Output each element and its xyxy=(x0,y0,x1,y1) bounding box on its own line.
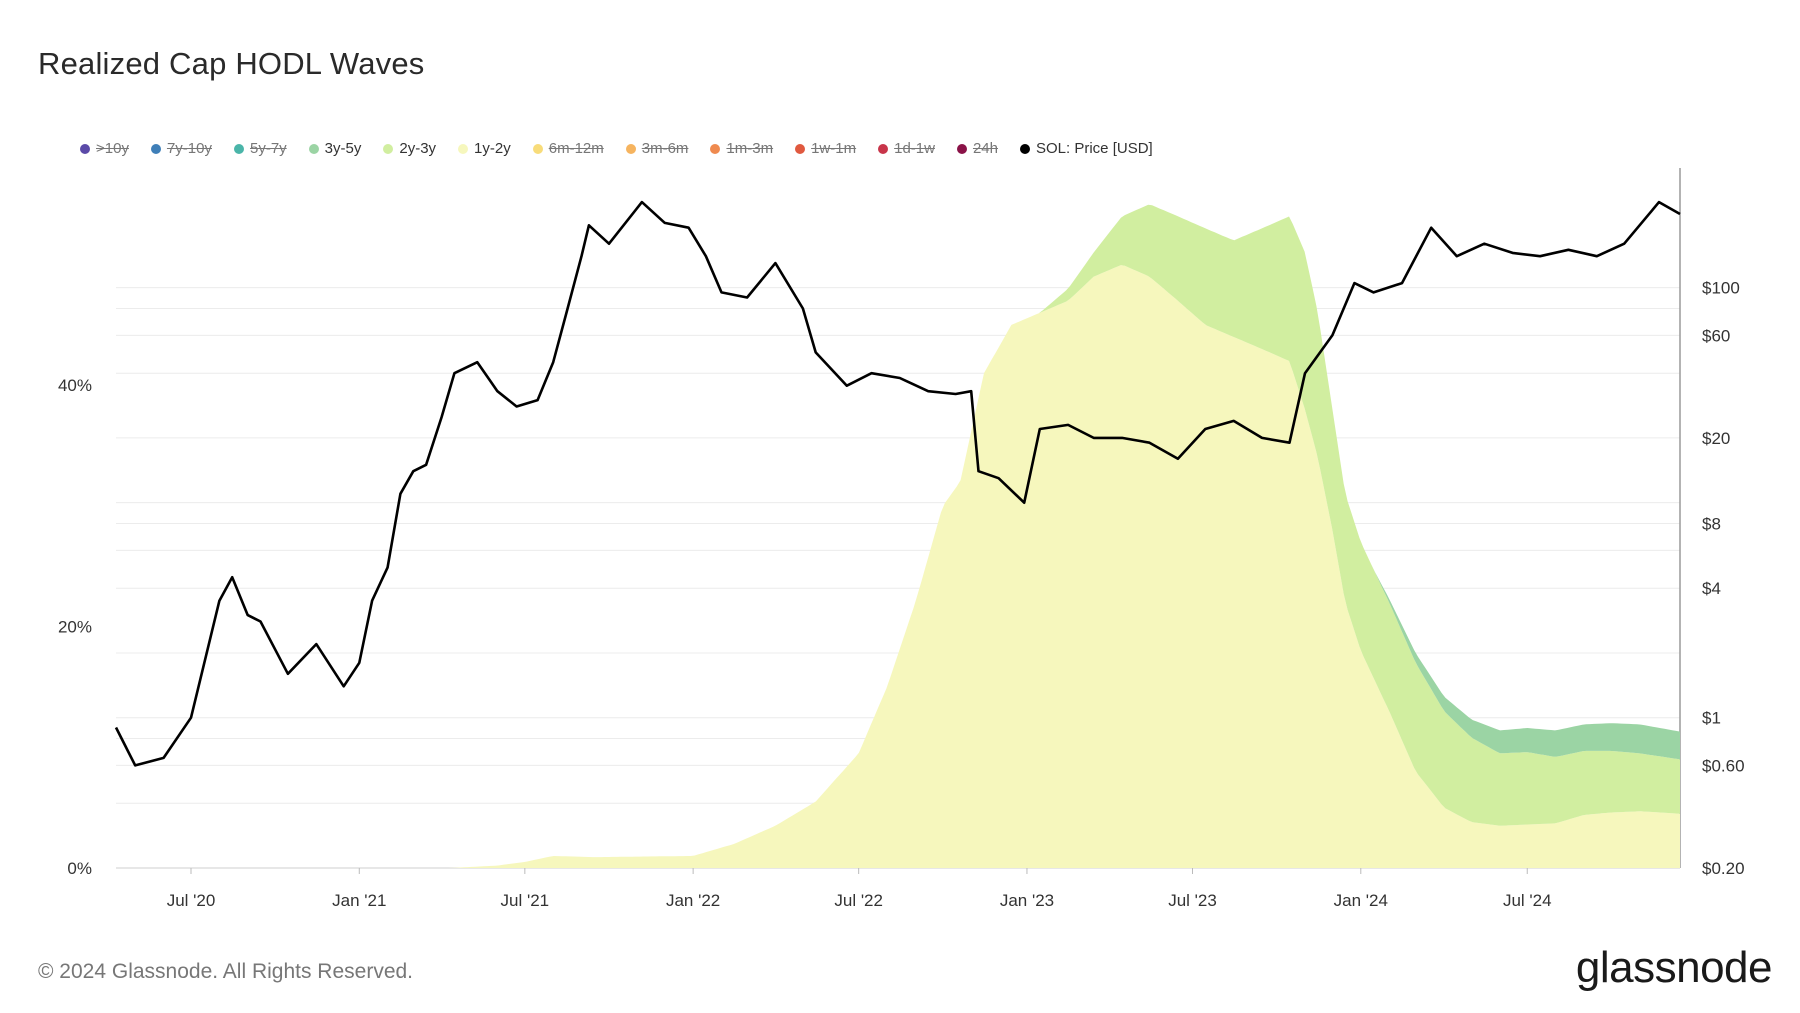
legend-dot-icon xyxy=(878,143,889,154)
legend-item[interactable]: 2y-3y xyxy=(383,140,436,157)
y-left-tick-label: 40% xyxy=(58,376,92,395)
x-tick-label: Jul '22 xyxy=(834,891,883,910)
x-tick-label: Jan '23 xyxy=(1000,891,1054,910)
y-right-tick-label: $20 xyxy=(1702,429,1730,448)
legend-dot-icon xyxy=(1020,143,1030,154)
y-right-tick-label: $4 xyxy=(1702,579,1721,598)
legend-label: 1w-1m xyxy=(811,140,857,157)
legend-label: SOL: Price [USD] xyxy=(1036,140,1153,157)
legend-item[interactable]: 7y-10y xyxy=(150,140,212,157)
y-right-tick-label: $100 xyxy=(1702,279,1740,298)
legend-dot-icon xyxy=(383,143,394,154)
legend-dot-icon xyxy=(795,143,806,154)
legend-item[interactable]: 24h xyxy=(956,140,998,157)
legend-dot-icon xyxy=(532,143,543,154)
y-right-tick-label: $0.20 xyxy=(1702,859,1745,878)
y-right-tick-label: $8 xyxy=(1702,514,1721,533)
copyright-footer: © 2024 Glassnode. All Rights Reserved. xyxy=(38,960,414,983)
legend-label: >10y xyxy=(96,140,129,157)
area-1y-2y xyxy=(116,265,1680,869)
legend-label: 5y-7y xyxy=(249,140,287,157)
legend-dot-icon xyxy=(625,143,636,154)
legend-dot-icon xyxy=(458,143,469,154)
area-2y-3y xyxy=(116,204,1680,869)
x-tick-label: Jul '24 xyxy=(1503,891,1552,910)
legend-dot-icon xyxy=(233,143,244,154)
y-left-tick-label: 20% xyxy=(58,618,92,637)
legend-label: 2y-3y xyxy=(399,140,437,157)
legend-label: 24h xyxy=(972,140,998,157)
price-line xyxy=(114,200,1681,767)
chart-title: Realized Cap HODL Waves xyxy=(38,46,425,81)
legend-dot-icon xyxy=(710,143,721,154)
legend-item[interactable]: SOL: Price [USD] xyxy=(1020,140,1153,157)
x-tick-label: Jul '20 xyxy=(167,891,216,910)
legend-dot-icon xyxy=(150,143,161,154)
x-tick-label: Jan '21 xyxy=(332,891,386,910)
y-right-tick-label: $1 xyxy=(1702,709,1721,728)
legend-label: 1y-2y xyxy=(474,140,511,157)
legend: >10y 7y-10y 5y-7y 3y-5y 2y-3y 1y-2y 6m-12m 3m-6… xyxy=(80,140,1175,157)
legend-dot-icon xyxy=(308,143,319,154)
legend-item[interactable]: >10y xyxy=(80,140,129,157)
glassnode-logo[interactable]: glassnode xyxy=(1575,943,1773,992)
legend-item[interactable]: 1w-1m xyxy=(795,140,856,157)
legend-label: 7y-10y xyxy=(166,140,212,157)
legend-label: 1d-1w xyxy=(894,140,935,157)
legend-label: 6m-12m xyxy=(548,140,604,157)
legend-label: 1m-3m xyxy=(726,140,774,157)
legend-item[interactable]: 5y-7y xyxy=(233,140,287,157)
legend-label: 3y-5y xyxy=(324,140,362,157)
legend-item[interactable]: 1y-2y xyxy=(458,140,511,157)
x-tick-label: Jan '24 xyxy=(1334,891,1388,910)
x-tick-label: Jan '22 xyxy=(666,891,720,910)
legend-item[interactable]: 1d-1w xyxy=(878,140,935,157)
x-tick-label: Jul '23 xyxy=(1168,891,1217,910)
legend-label: 3m-6m xyxy=(641,140,689,157)
y-right-tick-label: $0.60 xyxy=(1702,756,1745,775)
legend-item[interactable]: 6m-12m xyxy=(532,140,604,157)
y-left-tick-label: 0% xyxy=(67,859,92,878)
x-tick-label: Jul '21 xyxy=(501,891,550,910)
legend-item[interactable]: 3m-6m xyxy=(625,140,689,157)
y-right-tick-label: $60 xyxy=(1702,326,1730,345)
legend-item[interactable]: 1m-3m xyxy=(710,140,773,157)
legend-dot-icon xyxy=(80,143,90,154)
legend-item[interactable]: 3y-5y xyxy=(308,140,362,157)
legend-dot-icon xyxy=(956,143,967,154)
